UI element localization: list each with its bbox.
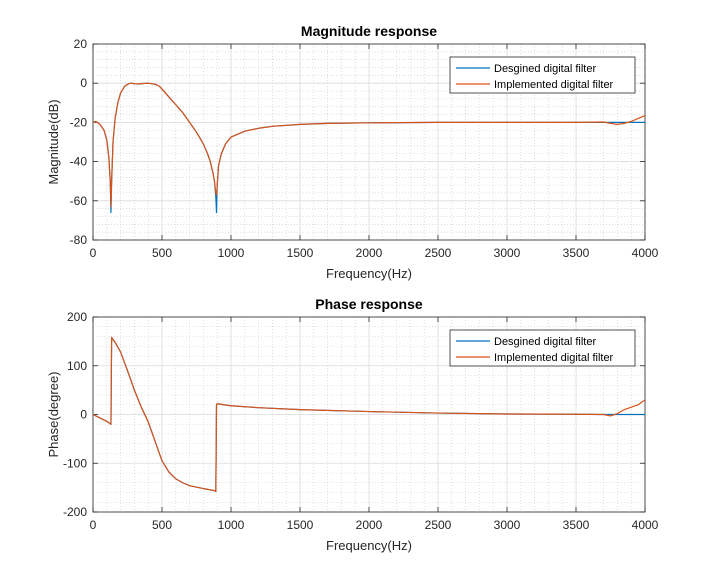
phase-series-implemented-line	[93, 336, 645, 493]
phase-legend-label-designed: Desgined digital filter	[494, 336, 596, 348]
phase-x-tick-label: 2500	[425, 518, 452, 532]
magnitude-y-tick-label: -40	[70, 155, 88, 169]
magnitude-title: Magnitude response	[301, 23, 437, 39]
phase-y-tick-label: 100	[67, 359, 87, 373]
magnitude-x-tick-label: 2000	[356, 246, 383, 260]
magnitude-x-axis-label: Frequency(Hz)	[326, 266, 412, 281]
phase-legend: Desgined digital filter Implemented digit…	[449, 329, 636, 367]
magnitude-plot: 0 500 1000 1500 2000 2500 3000 3500 4000 20 0 -20 -4…	[46, 23, 659, 281]
magnitude-x-tick-label: 0	[90, 246, 97, 260]
magnitude-series-implemented-line	[93, 82, 645, 208]
phase-x-tick-label: 3500	[563, 518, 590, 532]
magnitude-y-axis-label: Magnitude(dB)	[46, 99, 61, 184]
phase-x-tick-label: 1000	[218, 518, 245, 532]
phase-plot: 0 500 1000 1500 2000 2500 3000 3500 40002001000-…	[46, 296, 659, 553]
phase-y-tick-label: 0	[80, 408, 87, 422]
magnitude-x-tick-label: 1500	[287, 246, 314, 260]
phase-x-tick-label: 500	[152, 518, 172, 532]
magnitude-x-tick-label: 3500	[563, 246, 590, 260]
magnitude-legend: Desgined digital filter Implemented digit…	[449, 56, 636, 94]
phase-y-tick-label: -200	[63, 505, 87, 519]
magnitude-x-tick-label: 1000	[218, 246, 245, 260]
phase-x-tick-label: 4000	[632, 518, 659, 532]
phase-x-tick-label: 3000	[494, 518, 521, 532]
magnitude-x-tick-label: 3000	[494, 246, 521, 260]
magnitude-y-tick-label: -60	[70, 194, 88, 208]
magnitude-y-tick-label: -80	[70, 233, 88, 247]
phase-legend-box	[449, 329, 636, 367]
phase-legend-label-implemented: Implemented digital filter	[494, 352, 614, 364]
phase-x-tick-label: 0	[90, 518, 97, 532]
magnitude-x-tick-label: 4000	[632, 246, 659, 260]
phase-y-tick-label: -100	[63, 456, 87, 470]
magnitude-legend-label-designed: Desgined digital filter	[494, 63, 596, 75]
magnitude-y-tick-label: 20	[74, 37, 88, 51]
magnitude-legend-box	[449, 56, 636, 94]
phase-x-axis-label: Frequency(Hz)	[326, 538, 412, 553]
phase-x-tick-label: 2000	[356, 518, 383, 532]
magnitude-x-tick-label: 500	[152, 246, 172, 260]
magnitude-legend-label-implemented: Implemented digital filter	[494, 79, 614, 91]
phase-title: Phase response	[315, 296, 423, 312]
magnitude-y-tick-label: -20	[70, 115, 88, 129]
magnitude-x-tick-label: 2500	[425, 246, 452, 260]
phase-y-tick-label: 200	[67, 310, 87, 324]
phase-y-axis-label: Phase(degree)	[46, 372, 61, 458]
phase-x-tick-label: 1500	[287, 518, 314, 532]
magnitude-y-tick-label: 0	[80, 76, 87, 90]
